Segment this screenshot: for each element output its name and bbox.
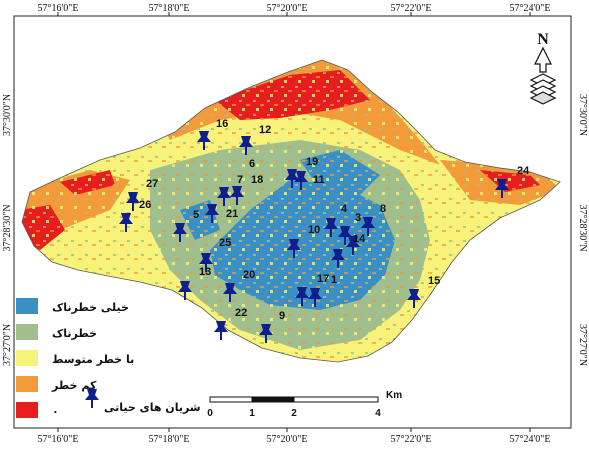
north-letter: N — [537, 31, 549, 48]
lifeline-marker-icon — [205, 204, 219, 223]
lifeline-marker-icon — [346, 236, 360, 255]
site-label: 6 — [249, 158, 255, 170]
lifeline-marker-icon — [324, 218, 338, 237]
lifeline-marker-icon — [285, 169, 299, 188]
site-label: 8 — [380, 203, 386, 215]
lifeline-marker-icon — [294, 171, 308, 190]
lifeline-marker-icon — [287, 239, 301, 258]
lon-label-top: 57°20'0"E — [267, 3, 308, 14]
lifeline-marker-icon — [295, 287, 309, 306]
site-label: 26 — [139, 199, 151, 211]
graticule-labels-right: 37°30'0"N 37°28'30"N 37°27'0"N — [577, 94, 588, 366]
lon-label-top: 57°24'0"E — [510, 3, 551, 14]
lifeline-marker-icon — [197, 131, 211, 150]
lat-label-right: 37°28'30"N — [577, 204, 588, 251]
site-label: 18 — [251, 174, 263, 186]
north-arrow: N — [529, 31, 557, 105]
scale-bar: 0 1 2 4 Km — [207, 390, 402, 419]
legend-label-high: خطرناک — [52, 327, 97, 340]
scale-tick-1: 1 — [249, 408, 255, 419]
site-label: 15 — [428, 275, 440, 287]
legend-swatch-high — [16, 324, 38, 340]
lon-label-top: 57°16'0"E — [38, 3, 79, 14]
site-label: 24 — [517, 165, 530, 177]
lifeline-marker-icon — [119, 213, 133, 232]
legend-swatch-zero — [16, 402, 38, 418]
lifeline-marker-icon — [495, 179, 509, 198]
legend-swatch-very-high — [16, 298, 38, 314]
legend-label-low: کم خطر — [51, 379, 97, 392]
lifeline-marker-icon — [173, 223, 187, 242]
legend-label-medium: با خطر متوسط — [52, 353, 134, 366]
legend-marker-icon — [85, 389, 99, 408]
site-label: 25 — [219, 237, 231, 249]
site-labels: 1 3 4 5 6 7 8 9 10 11 12 13 14 15 16 17 … — [139, 118, 530, 322]
site-label: 27 — [146, 178, 158, 190]
site-label: 17 — [317, 273, 329, 285]
graticule-labels-left: 37°30'0"N 37°28'30"N 37°27'0"N — [2, 94, 13, 366]
legend-swatch-low — [16, 376, 38, 392]
lat-label-left: 37°30'0"N — [2, 94, 13, 136]
lifeline-marker-icon — [338, 226, 352, 245]
lifeline-marker-icon — [308, 288, 322, 307]
site-label: 14 — [353, 233, 366, 245]
north-arrow-icon — [534, 46, 552, 73]
legend: خیلی خطرناک خطرناک با خطر متوسط کم خطر ۰… — [16, 298, 201, 418]
lon-label-bottom: 57°22'0"E — [391, 434, 432, 445]
lifeline-marker-icon — [230, 186, 244, 205]
lat-label-left: 37°27'0"N — [2, 324, 13, 366]
site-label: 1 — [331, 274, 337, 286]
lifeline-marker-icon — [178, 281, 192, 300]
lat-label-right: 37°27'0"N — [577, 324, 588, 366]
lon-label-top: 57°22'0"E — [391, 3, 432, 14]
legend-label-zero: ۰ — [52, 405, 59, 418]
graticule-labels-bottom: 57°16'0"E 57°18'0"E 57°20'0"E 57°22'0"E … — [38, 434, 551, 445]
lifeline-marker-icon — [217, 187, 231, 206]
lon-label-top: 57°18'0"E — [149, 3, 190, 14]
lifeline-marker-icon — [407, 289, 421, 308]
lifeline-marker-icon — [214, 321, 228, 340]
lon-label-bottom: 57°20'0"E — [267, 434, 308, 445]
lat-label-right: 37°30'0"N — [577, 94, 588, 136]
lifeline-marker-icon — [239, 136, 253, 155]
site-label: 16 — [216, 118, 228, 130]
graticule-labels-top: 57°16'0"E 57°18'0"E 57°20'0"E 57°22'0"E … — [38, 3, 551, 14]
site-label: 5 — [193, 209, 199, 221]
site-label: 11 — [313, 174, 325, 186]
site-label: 9 — [279, 310, 285, 322]
site-label: 4 — [341, 203, 348, 215]
legend-marker-label: شریان های حیاتی — [104, 401, 201, 414]
site-label: 21 — [226, 208, 238, 220]
lifeline-marker-icon — [126, 192, 140, 211]
site-label: 13 — [199, 266, 211, 278]
scale-tick-0: 0 — [207, 408, 213, 419]
lon-label-bottom: 57°18'0"E — [149, 434, 190, 445]
site-label: 19 — [306, 156, 318, 168]
scale-tick-4: 4 — [375, 408, 381, 419]
site-label: 3 — [355, 212, 361, 224]
lon-label-bottom: 57°24'0"E — [510, 434, 551, 445]
site-label: 7 — [237, 174, 243, 186]
lat-label-left: 37°28'30"N — [2, 204, 13, 251]
legend-swatch-medium — [16, 350, 38, 366]
graticule-ticks — [57, 12, 531, 432]
site-label: 22 — [235, 307, 247, 319]
scale-tick-2: 2 — [291, 408, 297, 419]
lifeline-markers — [119, 131, 509, 343]
site-label: 10 — [308, 224, 320, 236]
lifeline-marker-icon — [259, 324, 273, 343]
site-label: 20 — [243, 269, 255, 281]
legend-label-very-high: خیلی خطرناک — [52, 301, 129, 314]
lifeline-marker-icon — [331, 249, 345, 268]
lifeline-marker-icon — [223, 283, 237, 302]
site-label: 12 — [259, 124, 271, 136]
lifeline-marker-icon — [361, 217, 375, 236]
lifeline-marker-icon — [199, 253, 213, 272]
lon-label-bottom: 57°16'0"E — [38, 434, 79, 445]
scale-unit: Km — [386, 390, 402, 401]
